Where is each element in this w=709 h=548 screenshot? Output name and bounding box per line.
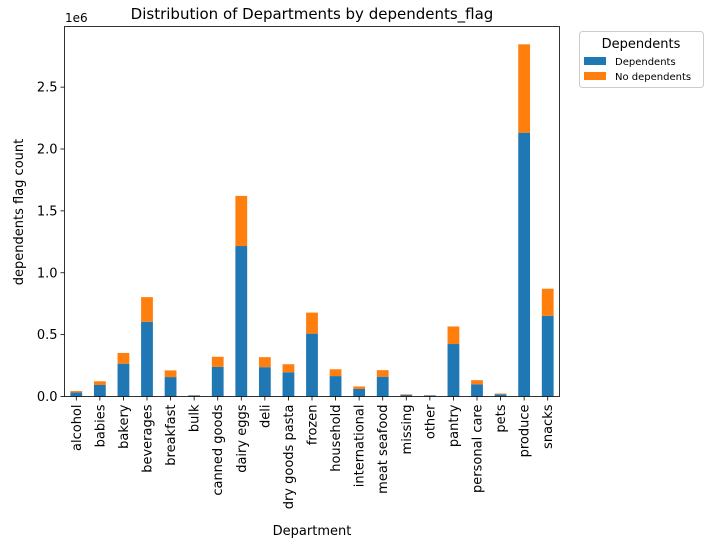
bar-dependents [329, 376, 342, 397]
x-tick-label: international [353, 405, 368, 488]
bar-no-dependents [117, 352, 130, 364]
bar-dependents [423, 395, 436, 397]
bar-dependents [447, 344, 460, 397]
x-tick-label: breakfast [164, 405, 179, 466]
bar-no-dependents [93, 381, 106, 385]
bar-no-dependents [211, 356, 224, 367]
bar-dependents [518, 132, 531, 397]
x-tick-label: household [329, 405, 344, 472]
x-axis-label: Department [273, 524, 352, 539]
x-tick-label: snacks [541, 404, 556, 449]
x-tick-label: beverages [141, 404, 156, 473]
y-offset-label: 1e6 [65, 11, 88, 25]
bar-no-dependents [447, 326, 460, 345]
bar-no-dependents [471, 380, 483, 385]
plot-frame [64, 26, 560, 397]
y-tick-label: 0.5 [37, 328, 58, 343]
bar-no-dependents [164, 370, 177, 378]
bar-no-dependents [70, 391, 83, 393]
bar-dependents [400, 394, 413, 397]
y-tick-label: 2.0 [37, 143, 58, 158]
y-axis: 0.0 0.5 1.0 1.5 2.0 2.5 [37, 81, 65, 405]
bar-dependents [117, 363, 130, 397]
bar-dependents [494, 394, 507, 397]
y-tick-label: 1.0 [37, 266, 58, 281]
bar-dependents [93, 384, 106, 397]
legend-box [579, 31, 704, 88]
bar-dependents [164, 377, 177, 397]
legend-label-no-dependents: No dependents [615, 72, 691, 83]
bars-group [70, 44, 554, 397]
x-tick-label: dry goods pasta [282, 405, 297, 510]
bar-no-dependents [282, 364, 295, 373]
y-tick-label: 0.0 [37, 390, 58, 405]
x-tick-label: other [423, 404, 438, 439]
x-tick-label: deli [258, 405, 273, 428]
bar-dependents [211, 366, 224, 397]
x-tick-label: personal care [471, 405, 486, 493]
y-axis-label: dependents flag count [12, 139, 27, 285]
bar-no-dependents [329, 369, 342, 377]
bar-no-dependents [376, 370, 389, 377]
bar-dependents [141, 321, 153, 397]
chart-title: Distribution of Departments by dependent… [131, 5, 494, 24]
bar-dependents [471, 384, 483, 397]
x-tick-label: produce [518, 405, 533, 458]
bar-no-dependents [235, 195, 248, 247]
legend-swatch-no-dependents [584, 72, 606, 80]
bar-dependents [306, 333, 318, 397]
bar-dependents [541, 315, 554, 397]
x-tick-label: meat seafood [376, 405, 391, 494]
bar-dependents [70, 392, 83, 397]
bar-dependents [376, 376, 389, 397]
x-axis: alcohol babies bakery beverages breakfast bul… [70, 396, 556, 510]
x-tick-label: babies [93, 404, 108, 447]
legend-label-dependents: Dependents [615, 57, 676, 68]
bar-dependents [353, 388, 366, 397]
legend-title: Dependents [602, 37, 681, 52]
x-tick-label: alcohol [70, 405, 85, 451]
bar-dependents [188, 395, 201, 397]
x-tick-label: canned goods [211, 404, 226, 495]
x-tick-label: pantry [447, 404, 462, 447]
bar-no-dependents [141, 297, 153, 322]
x-tick-label: dairy eggs [235, 404, 250, 473]
legend-swatch-dependents [584, 57, 606, 65]
x-tick-label: bakery [117, 404, 132, 449]
bar-no-dependents [258, 357, 271, 368]
bar-no-dependents [518, 44, 531, 133]
bar-dependents [282, 372, 295, 397]
x-tick-label: frozen [306, 405, 321, 446]
bar-dependents [258, 367, 271, 397]
bar-no-dependents [494, 393, 507, 395]
bar-no-dependents [353, 386, 366, 389]
bar-no-dependents [306, 312, 318, 334]
bar-dependents [235, 246, 248, 397]
y-tick-label: 1.5 [37, 204, 58, 219]
x-tick-label: pets [494, 404, 509, 432]
x-tick-label: bulk [188, 404, 203, 432]
legend: Dependents Dependents No dependents [579, 31, 704, 88]
bar-no-dependents [541, 288, 554, 316]
y-tick-label: 2.5 [37, 81, 58, 96]
x-tick-label: missing [400, 405, 415, 455]
bar-no-dependents [400, 394, 413, 395]
